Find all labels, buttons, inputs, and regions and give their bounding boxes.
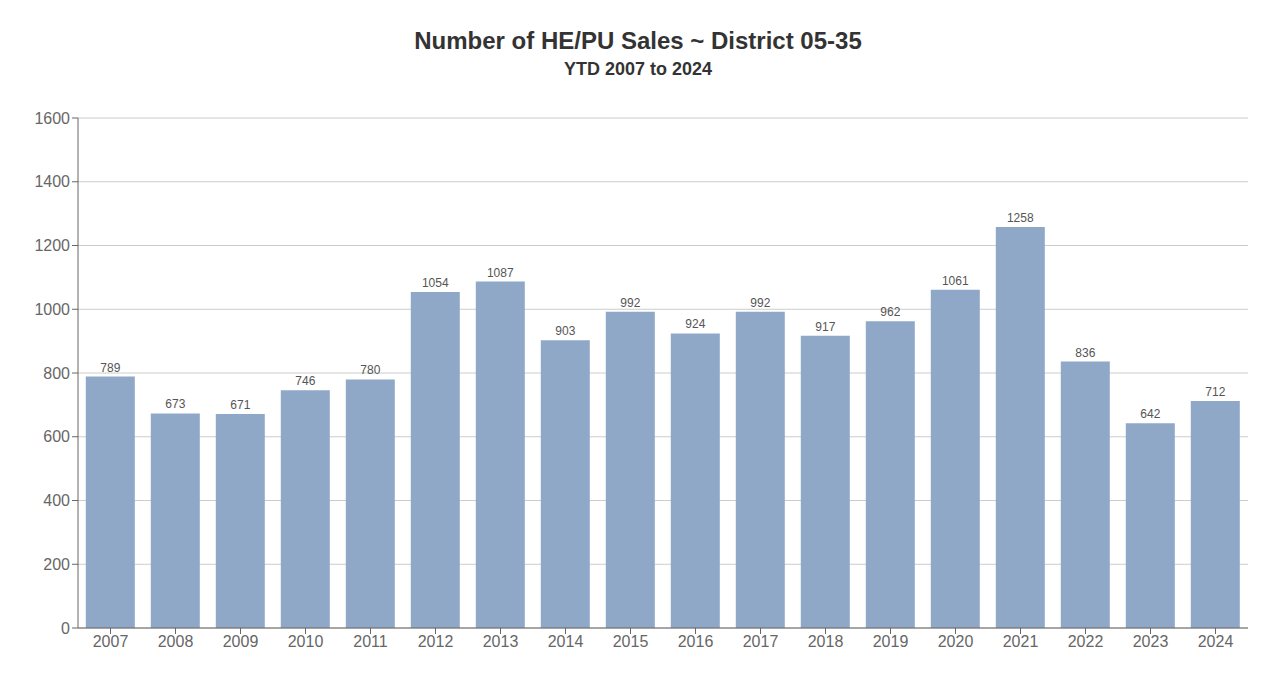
svg-text:2016: 2016 xyxy=(678,633,714,650)
svg-text:2008: 2008 xyxy=(158,633,194,650)
svg-text:2024: 2024 xyxy=(1198,633,1234,650)
svg-text:789: 789 xyxy=(100,361,120,375)
html-text:YTD 2007 to 2024: YTD 2007 to 2024 xyxy=(564,59,712,80)
svg-text:2020: 2020 xyxy=(938,633,974,650)
html-text:Number of HE/PU Sales ~ Distri: Number of HE/PU Sales ~ District 05-35 xyxy=(414,26,862,54)
svg-text:962: 962 xyxy=(880,305,900,319)
svg-text:917: 917 xyxy=(815,320,835,334)
svg-text:673: 673 xyxy=(165,397,185,411)
svg-text:2014: 2014 xyxy=(548,633,584,650)
svg-text:2012: 2012 xyxy=(418,633,454,650)
svg-text:2011: 2011 xyxy=(353,633,388,650)
svg-text:1200: 1200 xyxy=(34,237,70,254)
svg-text:1087: 1087 xyxy=(487,266,514,280)
svg-text:2015: 2015 xyxy=(613,633,649,650)
svg-text:2019: 2019 xyxy=(873,633,909,650)
svg-text:780: 780 xyxy=(360,363,380,377)
svg-text:800: 800 xyxy=(43,365,70,382)
svg-text:2021: 2021 xyxy=(1003,633,1039,650)
svg-text:200: 200 xyxy=(43,556,70,573)
svg-text:992: 992 xyxy=(620,296,640,310)
svg-text:1061: 1061 xyxy=(942,274,969,288)
svg-text:1600: 1600 xyxy=(34,110,70,127)
svg-text:671: 671 xyxy=(230,398,250,412)
svg-text:903: 903 xyxy=(555,324,575,338)
svg-text:2017: 2017 xyxy=(743,633,779,650)
svg-text:1054: 1054 xyxy=(422,276,449,290)
svg-text:2022: 2022 xyxy=(1068,633,1104,650)
svg-text:2013: 2013 xyxy=(483,633,519,650)
svg-text:746: 746 xyxy=(295,374,315,388)
svg-text:2007: 2007 xyxy=(93,633,129,650)
svg-text:400: 400 xyxy=(43,492,70,509)
svg-text:2018: 2018 xyxy=(808,633,844,650)
svg-text:992: 992 xyxy=(750,296,770,310)
svg-text:0: 0 xyxy=(61,620,70,637)
svg-text:600: 600 xyxy=(43,428,70,445)
svg-text:1000: 1000 xyxy=(34,301,70,318)
svg-text:2009: 2009 xyxy=(223,633,259,650)
svg-text:836: 836 xyxy=(1075,346,1095,360)
svg-text:712: 712 xyxy=(1205,385,1225,399)
svg-text:1258: 1258 xyxy=(1007,211,1034,225)
svg-text:2010: 2010 xyxy=(288,633,324,650)
svg-text:642: 642 xyxy=(1140,407,1160,421)
svg-text:1400: 1400 xyxy=(34,173,70,190)
svg-text:924: 924 xyxy=(685,317,705,331)
svg-text:2023: 2023 xyxy=(1133,633,1169,650)
